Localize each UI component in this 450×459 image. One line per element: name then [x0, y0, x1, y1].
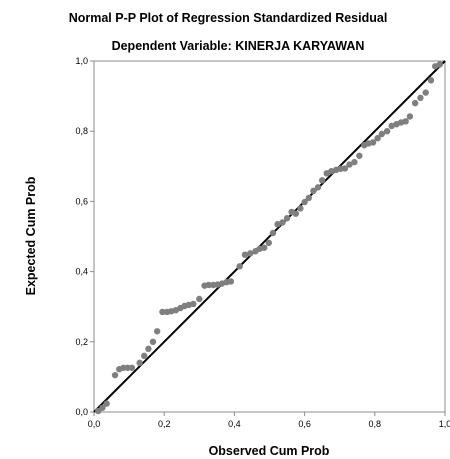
- data-point: [246, 250, 254, 257]
- data-point: [402, 118, 409, 125]
- y-tick-label: 1,0: [75, 56, 88, 66]
- data-point: [310, 187, 317, 195]
- data-point: [314, 184, 322, 191]
- data-point: [341, 165, 349, 172]
- data-point: [279, 219, 286, 226]
- data-point: [190, 300, 197, 308]
- x-tick-label: 0,2: [158, 419, 171, 429]
- data-point: [265, 239, 272, 247]
- data-point: [241, 251, 249, 258]
- x-tick-label: 0,8: [369, 419, 382, 429]
- plot-frame: [93, 60, 446, 413]
- data-point: [297, 205, 304, 212]
- data-point: [388, 122, 395, 130]
- data-point: [417, 94, 424, 102]
- data-point: [369, 139, 377, 146]
- data-point: [383, 128, 391, 135]
- data-point: [328, 168, 335, 175]
- x-tick-label: 0,6: [298, 419, 311, 429]
- data-point: [196, 295, 203, 303]
- data-point: [149, 338, 157, 345]
- chart-title: Normal P-P Plot of Regression Standardiz…: [69, 11, 388, 25]
- data-point: [378, 130, 386, 138]
- data-point: [128, 364, 136, 371]
- x-tick-label: 0,4: [228, 419, 241, 429]
- data-point: [301, 198, 308, 206]
- x-axis-label: Observed Cum Prob: [209, 444, 330, 458]
- data-point: [269, 229, 277, 237]
- data-point: [103, 400, 110, 407]
- x-tick-label: 1,0: [439, 419, 450, 429]
- data-point: [205, 281, 212, 289]
- data-point: [292, 210, 300, 217]
- data-points: [95, 61, 443, 415]
- y-tick-label: 0,0: [75, 407, 88, 417]
- y-axis-label: Expected Cum Prob: [24, 176, 38, 295]
- data-point: [318, 177, 326, 184]
- data-point: [145, 345, 152, 353]
- data-point: [236, 263, 243, 270]
- data-point: [283, 215, 291, 222]
- y-tick-label: 0,6: [75, 196, 88, 206]
- y-axis-ticks: 0,0 0,2 0,4 0,6 0,8 1,0: [75, 56, 94, 417]
- data-point: [427, 77, 435, 84]
- y-tick-label: 0,8: [75, 126, 88, 136]
- data-point: [261, 244, 268, 251]
- data-point: [159, 308, 166, 316]
- data-point: [99, 404, 106, 411]
- data-point: [346, 161, 353, 168]
- x-tick-label: 0,0: [88, 419, 101, 429]
- x-axis-ticks: 0,0 0,2 0,4 0,6 0,8 1,0: [88, 412, 450, 429]
- reference-line: [93, 60, 446, 413]
- data-point: [153, 328, 161, 335]
- data-point: [305, 194, 313, 202]
- data-point: [351, 158, 358, 166]
- data-point: [356, 152, 363, 159]
- data-point: [227, 278, 235, 285]
- data-point: [136, 359, 143, 367]
- data-point: [436, 61, 443, 68]
- data-point: [140, 352, 148, 360]
- data-point: [374, 135, 381, 142]
- y-tick-label: 0,2: [75, 337, 88, 347]
- data-point: [111, 371, 119, 379]
- data-point: [274, 221, 281, 228]
- data-point: [411, 99, 419, 107]
- y-tick-label: 0,4: [75, 267, 88, 277]
- data-point: [406, 113, 414, 120]
- chart-subtitle: Dependent Variable: KINERJA KARYAWAN: [112, 39, 365, 53]
- data-point: [422, 89, 429, 96]
